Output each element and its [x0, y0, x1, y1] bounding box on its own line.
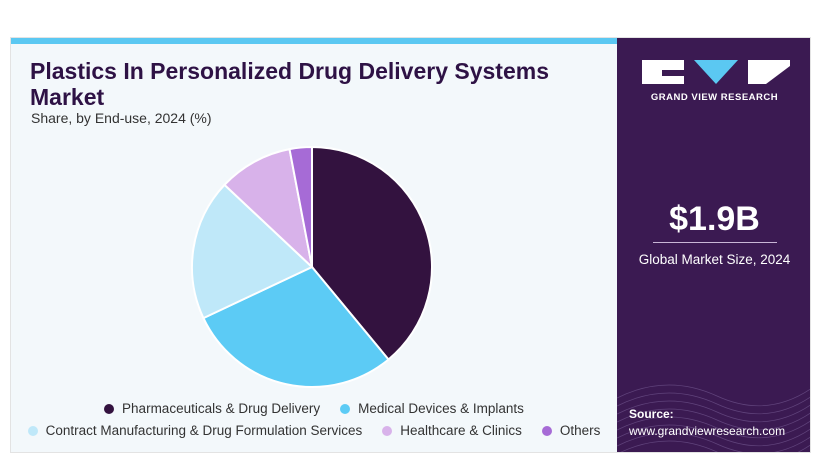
chart-panel: Plastics In Personalized Drug Delivery S… [11, 38, 617, 452]
legend-swatch [104, 403, 115, 414]
legend-item-pharmaceuticals: Pharmaceuticals & Drug Delivery [104, 401, 320, 416]
chart-title: Plastics In Personalized Drug Delivery S… [30, 58, 550, 110]
legend-label: Pharmaceuticals & Drug Delivery [122, 401, 321, 416]
accent-bar [11, 38, 617, 44]
divider [653, 242, 777, 243]
legend-item-healthcare-clinics: Healthcare & Clinics [382, 423, 522, 438]
market-size-value: $1.9B [669, 200, 760, 238]
pie-slice-contract-manufacturing-drug-formulation-services [191, 183, 314, 320]
grand-view-research-logo [642, 60, 790, 84]
legend-swatch [27, 425, 38, 436]
market-size-caption: Global Market Size, 2024 [638, 252, 791, 267]
source-link[interactable]: www.grandviewresearch.com [629, 424, 786, 438]
legend-row-2: Contract Manufacturing & Drug Formulatio… [11, 423, 617, 438]
legend-swatch [382, 425, 393, 436]
pie-slice-pharmaceuticals-drug-delivery [311, 145, 433, 361]
legend-item-medical-devices: Medical Devices & Implants [340, 401, 524, 416]
source-label: Source: [629, 407, 674, 421]
legend-item-others: Others [541, 423, 601, 438]
legend-row-1: Pharmaceuticals & Drug Delivery Medical … [11, 401, 617, 416]
pie-chart [191, 145, 433, 388]
infographic-card: Plastics In Personalized Drug Delivery S… [10, 37, 811, 453]
summary-panel: GRAND VIEW RESEARCH $1.9B Global Market … [617, 38, 810, 452]
wave-pattern [617, 384, 810, 452]
brand-name: GRAND VIEW RESEARCH [650, 92, 779, 103]
chart-subtitle: Share, by End-use, 2024 (%) [31, 110, 212, 126]
legend-label: Contract Manufacturing & Drug Formulatio… [45, 423, 363, 438]
legend-swatch [541, 425, 552, 436]
legend-label: Healthcare & Clinics [400, 423, 522, 438]
legend-label: Medical Devices & Implants [358, 401, 524, 416]
pie-slice-healthcare-clinics [223, 147, 314, 270]
legend-item-contract-manufacturing: Contract Manufacturing & Drug Formulatio… [27, 423, 363, 438]
legend-swatch [340, 403, 351, 414]
legend-label: Others [559, 423, 601, 438]
pie-slice-others [288, 145, 313, 268]
